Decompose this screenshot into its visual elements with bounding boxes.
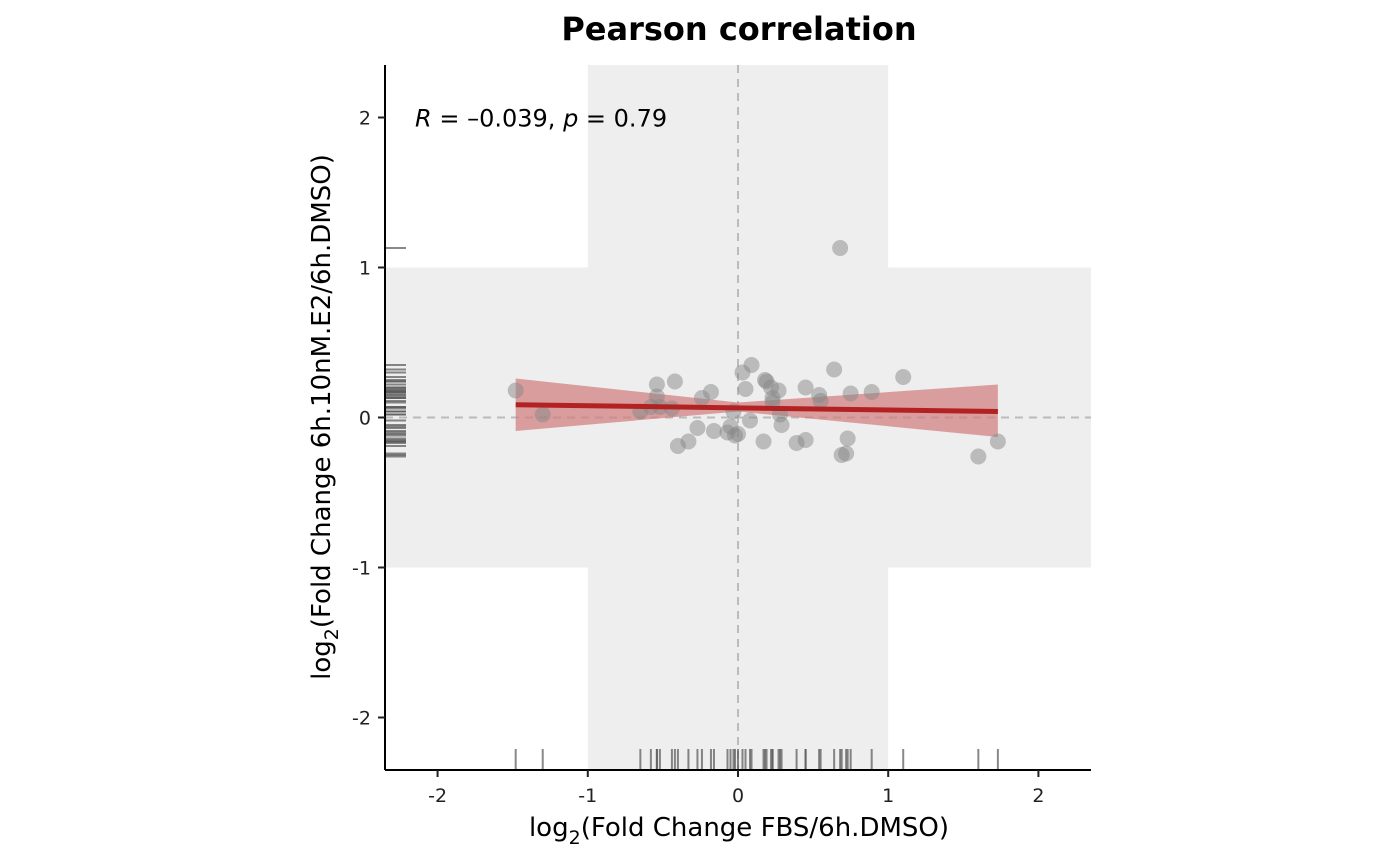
y-axis-title-log: log xyxy=(307,640,337,680)
r-value: = –0.039, xyxy=(432,105,563,133)
y-tick-label: -2 xyxy=(352,708,371,730)
y-axis-title-text: (Fold Change 6h.10nM.E2/6h.DMSO) xyxy=(307,154,337,628)
x-axis-title-text: (Fold Change FBS/6h.DMSO) xyxy=(581,813,949,843)
data-point xyxy=(770,382,787,399)
data-point xyxy=(832,240,849,256)
x-tick-label: 2 xyxy=(1032,785,1044,807)
data-point xyxy=(755,433,772,450)
p-value: = 0.79 xyxy=(578,105,667,133)
data-point xyxy=(689,420,706,436)
axes: -2 -1 0 1 2 -2 -1 0 1 2 xyxy=(352,65,1091,807)
x-axis-title-subscript: 2 xyxy=(569,827,581,849)
y-axis-title-subscript: 2 xyxy=(321,628,343,640)
data-point xyxy=(507,382,524,399)
y-axis-title: log2(Fold Change 6h.10nM.E2/6h.DMSO) xyxy=(307,154,343,680)
data-point xyxy=(863,384,880,400)
data-point xyxy=(826,361,843,378)
data-point xyxy=(743,357,760,373)
data-point xyxy=(970,448,987,465)
data-point xyxy=(730,426,746,442)
p-symbol: p xyxy=(562,105,578,133)
data-point xyxy=(648,376,665,393)
data-point xyxy=(842,385,859,402)
data-point xyxy=(839,430,856,447)
x-axis-title-log: log xyxy=(529,813,569,843)
correlation-annotation: R = –0.039, p = 0.79 xyxy=(415,105,667,133)
regression-line xyxy=(515,402,998,414)
x-tick-label: 1 xyxy=(882,785,894,807)
chart-title: Pearson correlation xyxy=(561,10,916,48)
data-point xyxy=(737,381,754,397)
data-point xyxy=(773,417,790,433)
y-tick-label: 0 xyxy=(359,408,371,430)
data-point xyxy=(742,412,759,429)
x-tick-label: 0 xyxy=(732,785,744,807)
y-tick-label: 2 xyxy=(359,108,371,130)
data-point xyxy=(702,384,719,400)
data-point xyxy=(705,423,722,439)
rug-marks xyxy=(385,247,999,770)
data-point xyxy=(666,373,683,390)
data-point xyxy=(989,433,1006,450)
data-point xyxy=(534,406,551,423)
r-symbol: R xyxy=(415,105,432,133)
x-axis-title: log2(Fold Change FBS/6h.DMSO) xyxy=(529,813,949,849)
data-point xyxy=(838,445,855,462)
y-tick-label: -1 xyxy=(352,558,371,580)
data-point xyxy=(812,393,829,409)
data-point xyxy=(680,433,697,450)
data-point xyxy=(895,369,912,385)
x-tick-label: -2 xyxy=(428,785,447,807)
x-tick-label: -1 xyxy=(578,785,597,807)
data-point xyxy=(797,379,814,396)
data-point xyxy=(797,432,814,448)
y-tick-label: 1 xyxy=(359,258,371,280)
regression-line-group xyxy=(515,402,998,414)
